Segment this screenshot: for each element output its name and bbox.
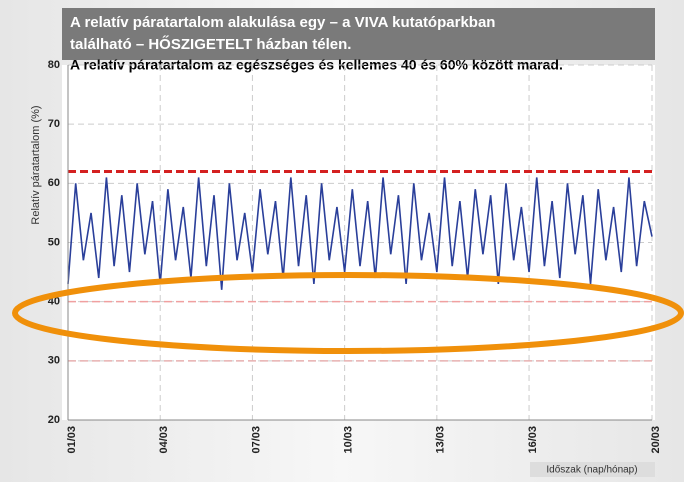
chart-title: A relatív páratartalom alakulása egy – a… [70,14,495,31]
x-axis-label: Időszak (nap/hónap) [546,465,637,476]
y-tick-label: 30 [48,355,60,367]
chart-title: található – HŐSZIGETELT házban télen. [70,35,351,53]
y-tick-label: 50 [48,236,60,248]
x-tick-label: 20/03 [650,426,662,454]
x-tick-label: 04/03 [158,426,170,454]
x-tick-label: 07/03 [250,426,262,454]
highlight-ellipse [12,272,684,354]
x-tick-label: 01/03 [66,426,78,454]
chart-subtitle: A relatív páratartalom az egészséges és … [70,57,563,73]
title-box [62,8,655,60]
x-tick-label: 13/03 [435,426,447,454]
y-tick-label: 80 [48,59,60,71]
x-tick-label: 16/03 [527,426,539,454]
data-line [67,177,653,290]
x-tick-label: 10/03 [343,426,355,454]
y-tick-label: 70 [48,118,60,130]
y-axis-label: Relatív páratartalom (%) [30,105,42,224]
y-tick-label: 20 [48,414,60,426]
x-label-box [530,462,655,477]
y-tick-label: 60 [48,177,60,189]
